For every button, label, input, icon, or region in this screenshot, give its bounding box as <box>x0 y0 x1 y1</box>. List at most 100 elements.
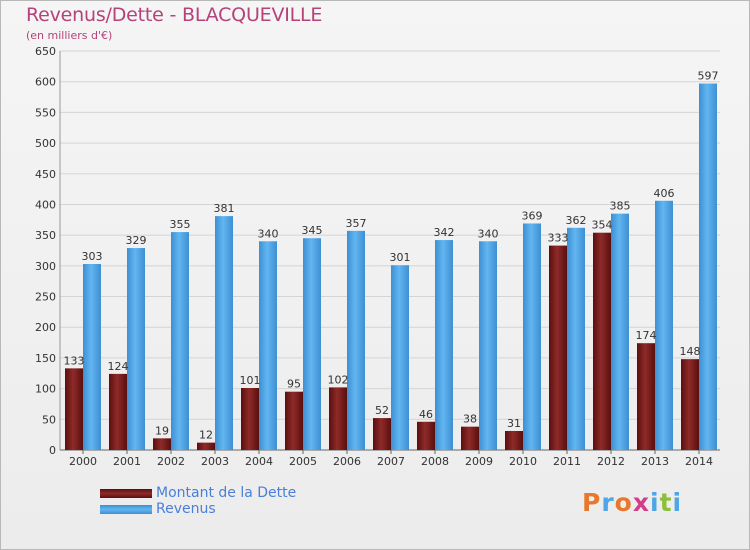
bar-debt <box>637 343 655 450</box>
y-tick-label: 0 <box>49 444 56 457</box>
data-label-revenue: 345 <box>302 224 323 237</box>
data-label-debt: 124 <box>108 360 129 373</box>
bar-debt <box>593 232 611 450</box>
bar-debt <box>549 245 567 450</box>
y-tick-label: 300 <box>35 260 56 273</box>
bar-revenue <box>655 200 673 450</box>
y-tick-label: 50 <box>42 413 56 426</box>
x-tick-label: 2010 <box>509 455 537 468</box>
chart-subtitle: (en milliers d'€) <box>26 29 113 42</box>
bar-debt <box>329 387 347 450</box>
data-label-debt: 46 <box>419 408 433 421</box>
data-label-revenue: 340 <box>258 227 279 240</box>
data-label-debt: 95 <box>287 378 301 391</box>
bar-debt <box>461 426 479 450</box>
data-label-revenue: 369 <box>522 209 543 222</box>
y-tick-label: 250 <box>35 291 56 304</box>
x-tick-label: 2014 <box>685 455 713 468</box>
bar-debt <box>65 368 83 450</box>
data-label-debt: 31 <box>507 417 521 430</box>
x-tick-label: 2002 <box>157 455 185 468</box>
x-tick-label: 2008 <box>421 455 449 468</box>
data-label-revenue: 362 <box>566 214 587 227</box>
x-tick-label: 2009 <box>465 455 493 468</box>
bar-debt <box>241 388 259 450</box>
x-tick-label: 2004 <box>245 455 273 468</box>
x-tick-label: 2012 <box>597 455 625 468</box>
bar-revenue <box>611 213 629 450</box>
y-tick-label: 550 <box>35 106 56 119</box>
bar-revenue <box>435 240 453 450</box>
bar-revenue <box>567 227 585 450</box>
data-label-debt: 174 <box>636 329 657 342</box>
x-tick-label: 2007 <box>377 455 405 468</box>
legend-label-debt: Montant de la Dette <box>156 485 297 501</box>
logo-letter: t <box>659 488 673 517</box>
bar-debt <box>505 430 523 450</box>
x-tick-label: 2001 <box>113 455 141 468</box>
bar-debt <box>681 359 699 450</box>
y-tick-label: 400 <box>35 198 56 211</box>
bar-revenue <box>215 216 233 450</box>
data-label-debt: 102 <box>328 373 349 386</box>
logo-letter: P <box>582 488 602 517</box>
bar-revenue <box>479 241 497 450</box>
bar-debt <box>109 373 127 450</box>
data-label-debt: 12 <box>199 429 213 442</box>
bar-revenue <box>127 248 145 450</box>
y-tick-label: 200 <box>35 321 56 334</box>
bar-revenue <box>523 223 541 450</box>
data-label-revenue: 385 <box>610 200 631 213</box>
data-label-revenue: 329 <box>126 234 147 247</box>
bar-debt <box>373 418 391 450</box>
data-label-debt: 52 <box>375 404 389 417</box>
x-tick-label: 2013 <box>641 455 669 468</box>
bar-debt <box>285 391 303 450</box>
bar-debt <box>197 442 215 450</box>
x-tick-label: 2005 <box>289 455 317 468</box>
data-label-debt: 38 <box>463 413 477 426</box>
y-tick-label: 600 <box>35 76 56 89</box>
logo-letter: r <box>601 488 615 517</box>
data-label-revenue: 303 <box>82 250 103 263</box>
proxiti-logo: Proxiti <box>582 488 682 517</box>
logo-letter: i <box>650 488 660 517</box>
y-tick-label: 450 <box>35 168 56 181</box>
data-label-debt: 19 <box>155 424 169 437</box>
bar-revenue <box>347 230 365 450</box>
bar-debt <box>153 438 171 450</box>
y-tick-label: 100 <box>35 383 56 396</box>
data-label-debt: 333 <box>548 232 569 245</box>
x-tick-label: 2011 <box>553 455 581 468</box>
data-label-revenue: 597 <box>698 70 719 83</box>
logo-letter: o <box>614 488 633 517</box>
x-tick-label: 2000 <box>69 455 97 468</box>
legend-swatch-debt <box>100 489 152 498</box>
data-label-revenue: 340 <box>478 227 499 240</box>
data-label-revenue: 342 <box>434 226 455 239</box>
bar-revenue <box>303 238 321 450</box>
data-label-revenue: 301 <box>390 251 411 264</box>
bar-revenue <box>391 265 409 450</box>
y-tick-label: 500 <box>35 137 56 150</box>
legend-label-revenue: Revenus <box>156 501 216 517</box>
bar-revenue <box>83 264 101 450</box>
x-tick-label: 2006 <box>333 455 361 468</box>
logo-letter: i <box>672 488 683 517</box>
data-label-revenue: 357 <box>346 217 367 230</box>
y-tick-label: 350 <box>35 229 56 242</box>
data-label-debt: 133 <box>64 354 85 367</box>
legend-swatch-revenue <box>100 505 152 514</box>
y-tick-label: 150 <box>35 352 56 365</box>
bar-revenue <box>171 232 189 450</box>
chart-title: Revenus/Dette - BLACQUEVILLE <box>26 4 323 26</box>
data-label-debt: 148 <box>680 345 701 358</box>
data-label-revenue: 381 <box>214 202 235 215</box>
logo-letter: x <box>632 488 650 517</box>
data-label-revenue: 355 <box>170 218 191 231</box>
data-label-debt: 101 <box>240 374 261 387</box>
data-label-debt: 354 <box>592 219 613 232</box>
y-tick-label: 650 <box>35 45 56 58</box>
bar-debt <box>417 421 435 450</box>
bar-revenue <box>259 241 277 450</box>
